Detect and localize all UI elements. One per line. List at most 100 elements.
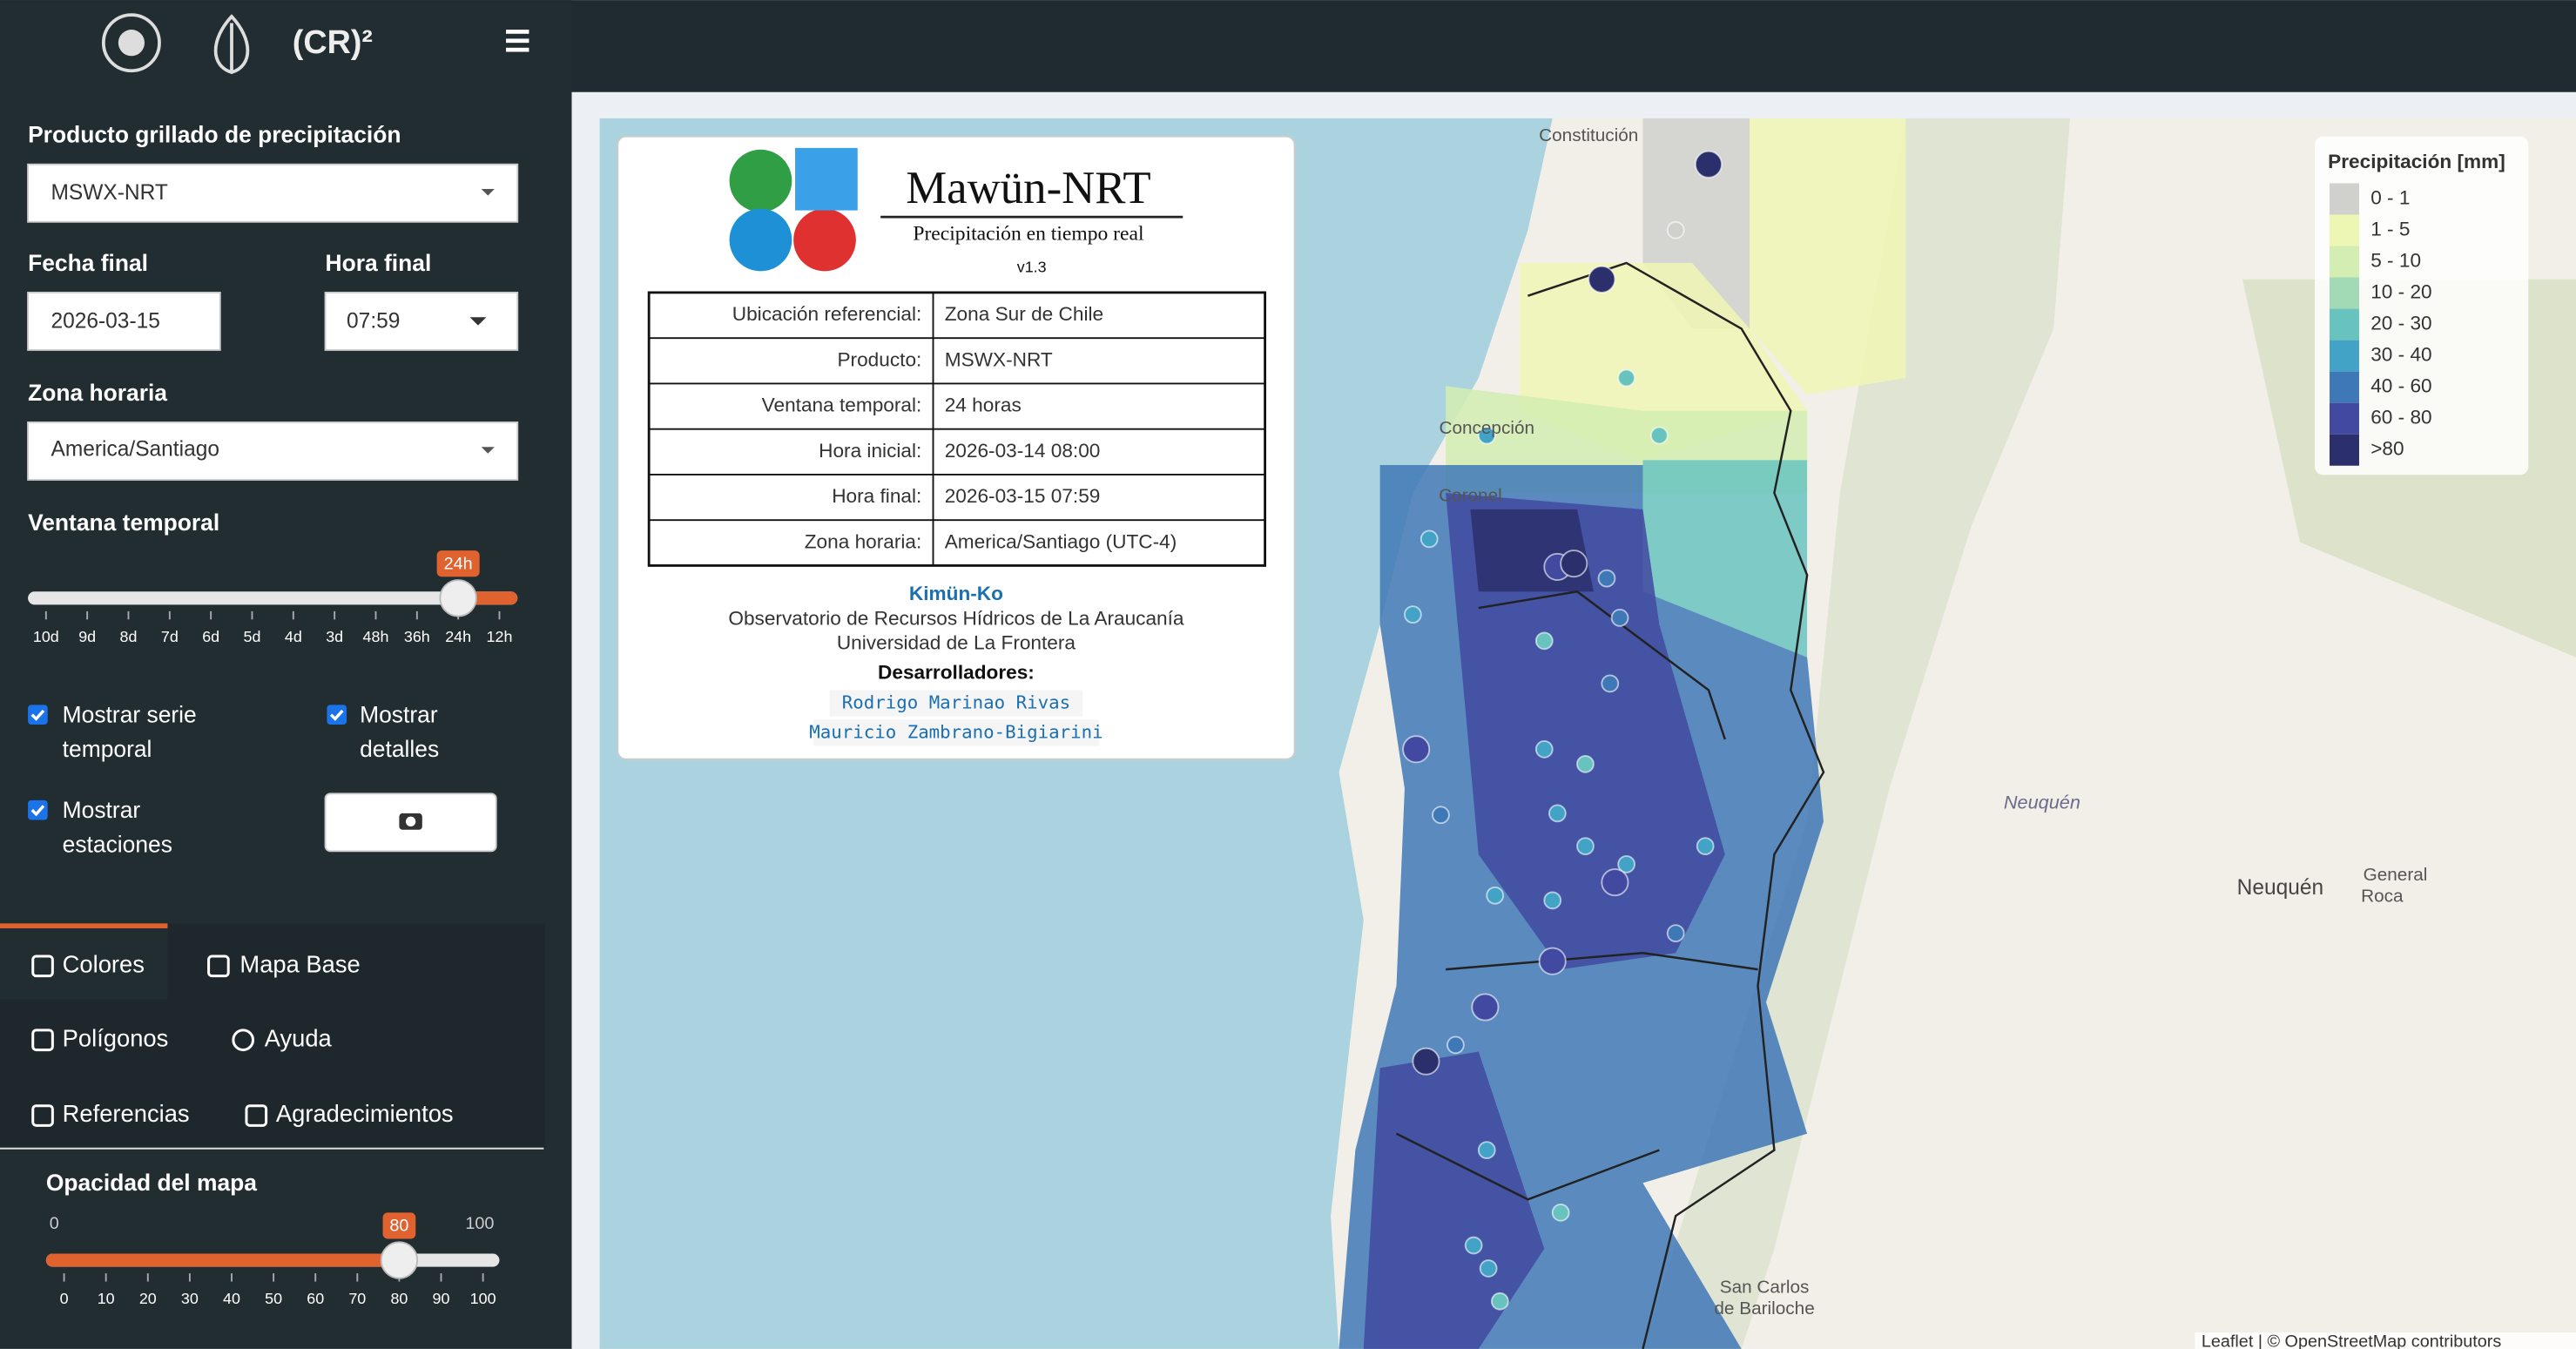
- station[interactable]: [1477, 426, 1496, 445]
- slider-tick-label: 100: [470, 1290, 496, 1307]
- logo-red: [793, 208, 856, 272]
- tab-icon: [31, 1104, 54, 1127]
- slider-tick-label: 48h: [363, 628, 389, 645]
- legend-label: 20 - 30: [2370, 312, 2431, 334]
- tab-icon: [207, 954, 230, 978]
- caret: [469, 317, 487, 326]
- slider-handle[interactable]: [439, 579, 477, 617]
- precip-cell: [1642, 460, 1808, 658]
- table-value: MSWX-NRT: [945, 348, 1053, 370]
- select[interactable]: [27, 421, 519, 481]
- slider-tick-label: 30: [181, 1290, 199, 1307]
- station[interactable]: [1419, 529, 1439, 549]
- checkbox[interactable]: [28, 799, 48, 820]
- station[interactable]: [1601, 674, 1620, 693]
- station[interactable]: [1617, 855, 1635, 873]
- slider-badge: [436, 550, 480, 577]
- station[interactable]: [1412, 1047, 1440, 1076]
- slider-tick-label: 10d: [33, 628, 59, 645]
- table-value: 24 horas: [945, 395, 1022, 416]
- menu-toggle[interactable]: [506, 30, 529, 52]
- slider-tick-label: 4d: [285, 628, 302, 645]
- station[interactable]: [1610, 609, 1629, 627]
- map-label: Neuquén: [2237, 876, 2324, 900]
- station[interactable]: [1696, 837, 1715, 856]
- station[interactable]: [1560, 550, 1588, 578]
- station[interactable]: [1588, 265, 1616, 293]
- slider-track[interactable]: [28, 591, 518, 605]
- table-key: Zona horaria:: [805, 530, 922, 552]
- station[interactable]: [1534, 739, 1554, 759]
- legend-label: 10 - 20: [2370, 280, 2431, 302]
- station[interactable]: [1597, 569, 1616, 588]
- slider-tick-label: 6d: [202, 628, 219, 645]
- station[interactable]: [1666, 924, 1685, 942]
- field-label: Zona horaria: [28, 380, 167, 406]
- tab[interactable]: Ayuda: [265, 1024, 333, 1051]
- station[interactable]: [1548, 804, 1567, 823]
- table-value: 2026-03-14 08:00: [945, 440, 1101, 462]
- precip-cell: [1363, 1051, 1545, 1349]
- checkbox-label: Mostrar serie: [63, 702, 197, 728]
- tab[interactable]: Colores: [63, 951, 145, 978]
- legend-label: 0 - 1: [2370, 186, 2410, 208]
- tab-icon: [245, 1104, 268, 1127]
- slider-tick-label: 9d: [78, 628, 96, 645]
- tab[interactable]: Polígonos: [63, 1024, 169, 1051]
- station[interactable]: [1694, 150, 1723, 179]
- station[interactable]: [1446, 1035, 1465, 1055]
- slider-tick-label: 0: [60, 1290, 69, 1307]
- station[interactable]: [1649, 426, 1669, 445]
- slider-tick-label: 12h: [487, 628, 513, 645]
- station[interactable]: [1538, 947, 1567, 975]
- org-link[interactable]: Kimün-Ko: [909, 583, 1003, 604]
- station[interactable]: [1477, 1141, 1496, 1160]
- logo-grid: [795, 147, 858, 211]
- legend-swatch: [2330, 308, 2359, 341]
- station[interactable]: [1576, 754, 1595, 773]
- station[interactable]: [1432, 806, 1450, 825]
- select-value: America/Santiago: [51, 437, 219, 461]
- station[interactable]: [1402, 735, 1431, 764]
- station[interactable]: [1576, 837, 1595, 856]
- station[interactable]: [1471, 993, 1500, 1022]
- select[interactable]: [324, 291, 519, 351]
- developer: Mauricio Zambrano-Bigiarini: [809, 721, 1103, 742]
- legend-label: 40 - 60: [2370, 375, 2431, 397]
- field-label: Ventana temporal: [28, 509, 219, 536]
- tab[interactable]: Agradecimientos: [276, 1100, 454, 1127]
- date-input[interactable]: [27, 291, 221, 351]
- station[interactable]: [1666, 220, 1685, 239]
- slider-tick-label: 10: [98, 1290, 115, 1307]
- version: v1.3: [1017, 258, 1047, 275]
- station[interactable]: [1617, 368, 1635, 388]
- slider-tick-label: 50: [265, 1290, 282, 1307]
- field-label: Producto grillado de precipitación: [28, 122, 401, 148]
- logo: [213, 14, 250, 75]
- slider-tick-label: 8d: [120, 628, 138, 645]
- tab[interactable]: Referencias: [63, 1100, 190, 1127]
- station[interactable]: [1486, 886, 1505, 905]
- legend-title: Precipitación [mm]: [2328, 151, 2505, 172]
- code-bg: [813, 719, 1100, 746]
- slider-handle[interactable]: [380, 1241, 419, 1279]
- station[interactable]: [1534, 631, 1554, 651]
- tab[interactable]: Mapa Base: [239, 951, 360, 978]
- station[interactable]: [1490, 1292, 1509, 1311]
- field-label: Opacidad del mapa: [46, 1170, 257, 1196]
- checkbox[interactable]: [28, 705, 48, 725]
- slider-tick-label: 90: [433, 1290, 450, 1307]
- brand: (CR)²: [293, 24, 373, 60]
- station[interactable]: [1601, 868, 1629, 897]
- station[interactable]: [1551, 1203, 1570, 1222]
- select[interactable]: [27, 163, 519, 223]
- station[interactable]: [1479, 1259, 1498, 1278]
- map-label: de Bariloche: [1714, 1298, 1814, 1319]
- checkbox[interactable]: [327, 705, 347, 725]
- station[interactable]: [1464, 1236, 1483, 1255]
- code-bg: [829, 690, 1083, 717]
- station[interactable]: [1403, 605, 1422, 624]
- station[interactable]: [1543, 891, 1562, 910]
- legend-swatch: [2330, 183, 2359, 215]
